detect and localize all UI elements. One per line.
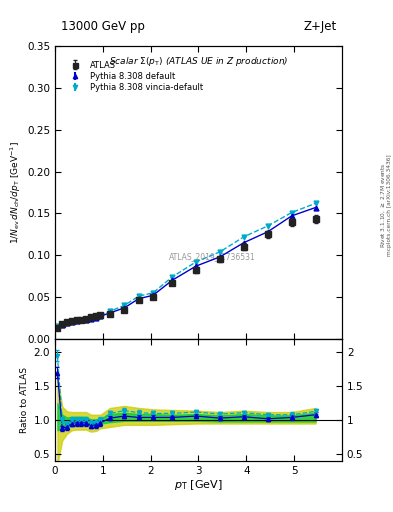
Text: 13000 GeV pp: 13000 GeV pp <box>61 20 145 33</box>
Text: mcplots.cern.ch [arXiv:1306.3436]: mcplots.cern.ch [arXiv:1306.3436] <box>387 154 391 255</box>
Text: Scalar $\Sigma(p_\mathrm{T})$ (ATLAS UE in Z production): Scalar $\Sigma(p_\mathrm{T})$ (ATLAS UE … <box>109 55 288 68</box>
Y-axis label: $1/N_\mathrm{ev}\,dN_\mathrm{ch}/dp_\mathrm{T}$ [GeV$^{-1}$]: $1/N_\mathrm{ev}\,dN_\mathrm{ch}/dp_\mat… <box>9 141 23 244</box>
Text: ATLAS_2019_I1736531: ATLAS_2019_I1736531 <box>169 252 256 261</box>
Y-axis label: Ratio to ATLAS: Ratio to ATLAS <box>20 367 29 433</box>
Legend: ATLAS, Pythia 8.308 default, Pythia 8.308 vincia-default: ATLAS, Pythia 8.308 default, Pythia 8.30… <box>65 59 205 94</box>
Text: Rivet 3.1.10, $\geq$ 2.7M events: Rivet 3.1.10, $\geq$ 2.7M events <box>379 162 387 248</box>
Text: Z+Jet: Z+Jet <box>304 20 337 33</box>
X-axis label: $p_\mathrm{T}$ [GeV]: $p_\mathrm{T}$ [GeV] <box>174 478 223 493</box>
